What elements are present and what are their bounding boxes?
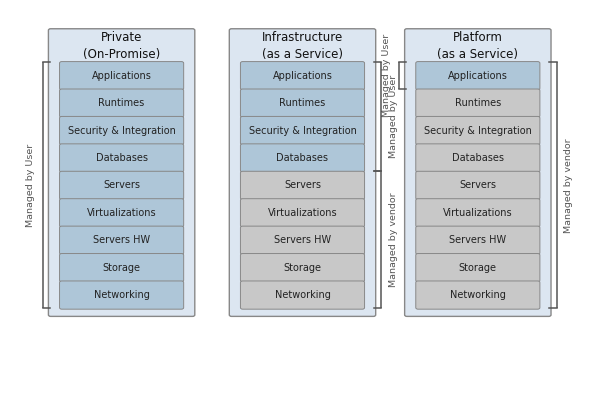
Text: Servers HW: Servers HW bbox=[450, 235, 506, 245]
Text: Platform
(as a Service): Platform (as a Service) bbox=[437, 31, 518, 61]
FancyBboxPatch shape bbox=[416, 171, 540, 199]
FancyBboxPatch shape bbox=[240, 89, 365, 117]
Text: Applications: Applications bbox=[448, 71, 508, 81]
FancyBboxPatch shape bbox=[405, 29, 551, 317]
FancyBboxPatch shape bbox=[416, 254, 540, 282]
FancyBboxPatch shape bbox=[59, 198, 184, 227]
Text: Managed by User: Managed by User bbox=[382, 34, 391, 117]
Text: Applications: Applications bbox=[92, 71, 151, 81]
Text: Servers: Servers bbox=[103, 181, 140, 191]
FancyBboxPatch shape bbox=[240, 281, 365, 309]
Text: Security & Integration: Security & Integration bbox=[68, 126, 175, 136]
Text: Virtualizations: Virtualizations bbox=[87, 208, 157, 218]
Text: Applications: Applications bbox=[273, 71, 332, 81]
Text: Servers HW: Servers HW bbox=[93, 235, 150, 245]
Text: Storage: Storage bbox=[459, 263, 497, 273]
FancyBboxPatch shape bbox=[416, 62, 540, 90]
FancyBboxPatch shape bbox=[59, 89, 184, 117]
Text: Security & Integration: Security & Integration bbox=[424, 126, 532, 136]
FancyBboxPatch shape bbox=[59, 116, 184, 145]
FancyBboxPatch shape bbox=[229, 29, 376, 317]
FancyBboxPatch shape bbox=[416, 144, 540, 172]
Text: Runtimes: Runtimes bbox=[280, 98, 325, 108]
FancyBboxPatch shape bbox=[59, 144, 184, 172]
Text: Managed by vendor: Managed by vendor bbox=[564, 138, 574, 233]
Text: Virtualizations: Virtualizations bbox=[267, 208, 338, 218]
FancyBboxPatch shape bbox=[240, 254, 365, 282]
Text: Managed by vendor: Managed by vendor bbox=[389, 193, 398, 287]
Text: Servers: Servers bbox=[459, 181, 496, 191]
Text: Managed by User: Managed by User bbox=[389, 75, 398, 158]
Text: Security & Integration: Security & Integration bbox=[249, 126, 356, 136]
Text: Servers: Servers bbox=[284, 181, 321, 191]
Text: Runtimes: Runtimes bbox=[99, 98, 145, 108]
FancyBboxPatch shape bbox=[240, 116, 365, 145]
Text: Databases: Databases bbox=[276, 153, 329, 163]
Text: Networking: Networking bbox=[450, 290, 506, 300]
FancyBboxPatch shape bbox=[59, 281, 184, 309]
FancyBboxPatch shape bbox=[240, 198, 365, 227]
FancyBboxPatch shape bbox=[416, 226, 540, 254]
Text: Networking: Networking bbox=[94, 290, 149, 300]
Text: Runtimes: Runtimes bbox=[455, 98, 501, 108]
FancyBboxPatch shape bbox=[240, 62, 365, 90]
FancyBboxPatch shape bbox=[240, 144, 365, 172]
Text: Infrastructure
(as a Service): Infrastructure (as a Service) bbox=[262, 31, 343, 61]
Text: Managed by User: Managed by User bbox=[26, 144, 35, 227]
FancyBboxPatch shape bbox=[240, 226, 365, 254]
FancyBboxPatch shape bbox=[416, 198, 540, 227]
FancyBboxPatch shape bbox=[59, 171, 184, 199]
Text: Servers HW: Servers HW bbox=[274, 235, 331, 245]
FancyBboxPatch shape bbox=[59, 226, 184, 254]
FancyBboxPatch shape bbox=[48, 29, 195, 317]
Text: Databases: Databases bbox=[452, 153, 504, 163]
FancyBboxPatch shape bbox=[240, 171, 365, 199]
FancyBboxPatch shape bbox=[59, 62, 184, 90]
Text: Storage: Storage bbox=[284, 263, 321, 273]
Text: Networking: Networking bbox=[275, 290, 330, 300]
Text: Private
(On-Promise): Private (On-Promise) bbox=[83, 31, 160, 61]
Text: Databases: Databases bbox=[96, 153, 148, 163]
FancyBboxPatch shape bbox=[416, 89, 540, 117]
FancyBboxPatch shape bbox=[59, 254, 184, 282]
Text: Virtualizations: Virtualizations bbox=[443, 208, 512, 218]
Text: Storage: Storage bbox=[103, 263, 140, 273]
FancyBboxPatch shape bbox=[416, 281, 540, 309]
FancyBboxPatch shape bbox=[416, 116, 540, 145]
